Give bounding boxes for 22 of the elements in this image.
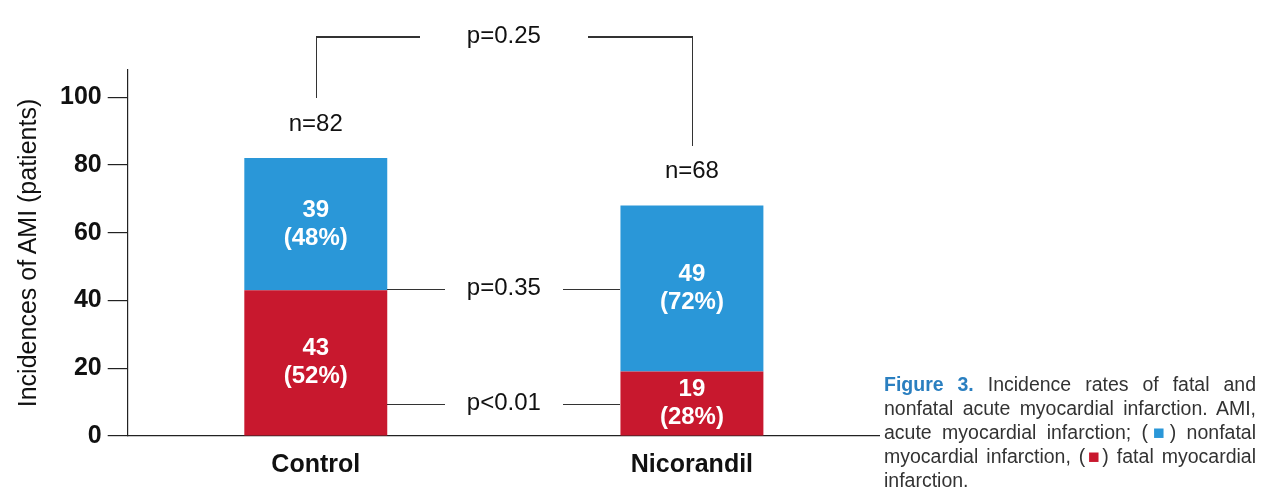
y-axis-title: Incidences of AMI (patients) [12,98,41,408]
bar [620,205,764,372]
data-label: 49 (72%) [659,259,724,315]
y-tick-label: 80 [73,148,102,177]
text: Figure 3. Incidence rates of fatal and nonfatal acute myocardial infarction. AMI, acute myocardial infarction; (■) nonfatal myocardial infarction, (■) fatal myocardial infarction. [884,373,1257,491]
bar [244,158,388,291]
y-tick-label: 40 [73,284,102,313]
total-label: n=68 [664,156,719,184]
y-tick-label: 60 [73,216,102,245]
text: p=0.25 [466,20,541,48]
total-label: n=82 [288,108,343,136]
y-tick-label: 100 [59,81,102,109]
annotation: p<0.01 [466,388,541,416]
annotation: p=0.35 [466,273,541,301]
bar [244,290,388,436]
x-tick-label: Nicorandil [630,448,754,477]
y-tick-label: 0 [87,419,102,448]
data-label: 19 (28%) [659,374,724,430]
data-label: 39 (48%) [283,194,348,250]
x-tick-label: Control [271,448,361,477]
y-tick-label: 20 [73,352,102,381]
data-label: 43 (52%) [283,333,348,389]
